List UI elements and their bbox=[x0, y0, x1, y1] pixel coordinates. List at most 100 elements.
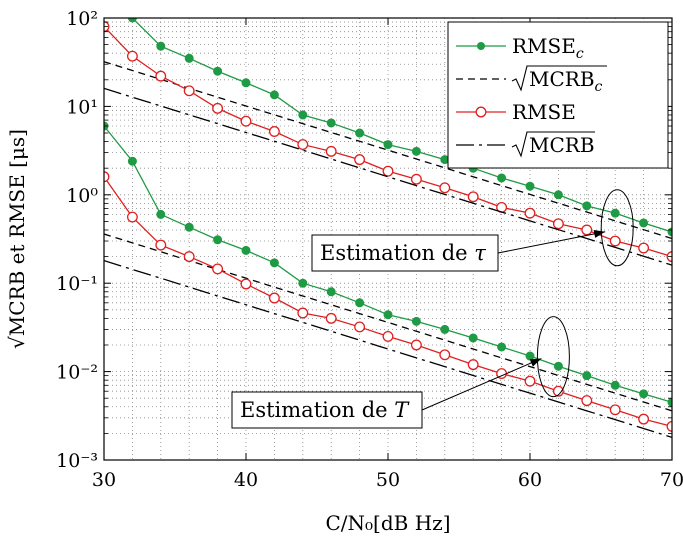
data-point bbox=[383, 310, 393, 320]
data-point bbox=[241, 245, 251, 255]
data-point bbox=[638, 242, 650, 254]
legend-label: MCRB bbox=[529, 133, 595, 157]
x-tick-label: 60 bbox=[518, 469, 542, 491]
data-point bbox=[297, 307, 309, 319]
data-point bbox=[610, 208, 620, 218]
data-point bbox=[240, 278, 252, 290]
data-point bbox=[553, 190, 563, 200]
data-point bbox=[269, 90, 279, 100]
legend-entry: MCRB bbox=[456, 131, 595, 158]
data-point bbox=[581, 395, 593, 407]
data-point bbox=[553, 361, 563, 371]
annotation-arrow bbox=[421, 358, 542, 411]
legend-label: RMSEc bbox=[512, 34, 584, 62]
y-tick-label: 10⁰ bbox=[66, 185, 98, 207]
data-point bbox=[354, 154, 366, 166]
data-point bbox=[411, 316, 421, 326]
x-tick-label: 70 bbox=[660, 469, 683, 491]
data-point bbox=[241, 78, 251, 88]
data-point bbox=[525, 351, 535, 361]
series-T-dash-dot bbox=[104, 260, 672, 439]
annotations: Estimation de τ Estimation de T bbox=[231, 189, 634, 429]
data-point bbox=[104, 171, 110, 183]
data-point bbox=[325, 312, 337, 324]
data-point bbox=[609, 235, 621, 247]
legend-marker bbox=[477, 42, 485, 50]
data-point bbox=[156, 209, 166, 219]
data-point bbox=[582, 201, 592, 211]
data-point bbox=[410, 173, 422, 185]
annotation-tau: Estimation de τ bbox=[311, 189, 634, 272]
x-tick-label: 30 bbox=[92, 469, 116, 491]
data-point bbox=[355, 298, 365, 308]
data-point bbox=[639, 389, 649, 399]
legend-label: MCRBc bbox=[529, 67, 603, 95]
data-point bbox=[326, 287, 336, 297]
data-point bbox=[524, 375, 536, 387]
series-T-dashed bbox=[104, 233, 672, 412]
data-point bbox=[212, 102, 224, 114]
series-line bbox=[104, 87, 672, 266]
legend-entry: RMSEc bbox=[456, 34, 584, 62]
data-point bbox=[156, 41, 166, 51]
y-axis-label: √MCRB et RMSE [μs] bbox=[5, 129, 29, 349]
legend-label: RMSE bbox=[512, 100, 576, 124]
x-tick-label: 40 bbox=[234, 469, 258, 491]
legend-entry: RMSE bbox=[456, 100, 576, 124]
series-tau-green-dot bbox=[127, 18, 672, 237]
annotation-arrowhead bbox=[593, 229, 606, 238]
annotation-label: Estimation de T bbox=[240, 398, 410, 422]
y-tick-label: 10² bbox=[66, 8, 98, 30]
data-point bbox=[524, 207, 536, 219]
sqrt-symbol bbox=[511, 65, 607, 92]
data-point bbox=[213, 235, 223, 245]
data-point bbox=[667, 397, 672, 407]
data-point bbox=[155, 239, 167, 251]
data-point bbox=[183, 85, 195, 97]
series-line bbox=[104, 260, 672, 439]
annotation-arrow bbox=[497, 231, 606, 254]
data-point bbox=[354, 321, 366, 333]
data-point bbox=[440, 324, 450, 334]
data-point bbox=[581, 224, 593, 236]
data-point bbox=[552, 385, 564, 397]
series-T-red-circle bbox=[104, 171, 672, 432]
data-point bbox=[497, 173, 507, 183]
data-point bbox=[525, 181, 535, 191]
axis-ticks: 30 40 50 60 70 10⁻³ 10⁻² 10⁻¹ 10⁰ 10¹ 10² bbox=[56, 8, 683, 491]
y-tick-label: 10⁻¹ bbox=[56, 273, 98, 295]
series-line bbox=[104, 61, 672, 240]
data-point bbox=[269, 258, 279, 268]
data-point bbox=[382, 165, 394, 177]
data-point bbox=[468, 333, 478, 343]
data-point bbox=[213, 66, 223, 76]
data-point bbox=[126, 211, 138, 223]
series-tau-dash-dot bbox=[104, 87, 672, 266]
annotation-label: Estimation de τ bbox=[320, 241, 486, 265]
data-point bbox=[298, 278, 308, 288]
annotation-box bbox=[231, 391, 423, 429]
data-point bbox=[325, 145, 337, 157]
y-tick-label: 10¹ bbox=[66, 96, 98, 118]
data-point bbox=[383, 140, 393, 150]
data-point bbox=[467, 359, 479, 371]
data-point bbox=[382, 330, 394, 342]
data-point bbox=[355, 128, 365, 138]
data-point bbox=[326, 118, 336, 128]
series-T-green-dot bbox=[104, 121, 672, 407]
data-point bbox=[184, 53, 194, 63]
x-tick-label: 50 bbox=[376, 469, 400, 491]
data-point bbox=[240, 115, 252, 127]
y-tick-label: 10⁻² bbox=[56, 362, 98, 384]
data-point bbox=[127, 156, 137, 166]
data-point bbox=[411, 146, 421, 156]
y-tick-label: 10⁻³ bbox=[56, 450, 98, 472]
legend-marker bbox=[475, 106, 487, 118]
legend: RMSEc MCRBc RMSE MCRB bbox=[447, 21, 669, 169]
data-point bbox=[439, 182, 451, 194]
data-point bbox=[410, 339, 422, 351]
data-point bbox=[467, 191, 479, 203]
sqrt-symbol bbox=[511, 131, 595, 158]
data-point bbox=[439, 349, 451, 361]
